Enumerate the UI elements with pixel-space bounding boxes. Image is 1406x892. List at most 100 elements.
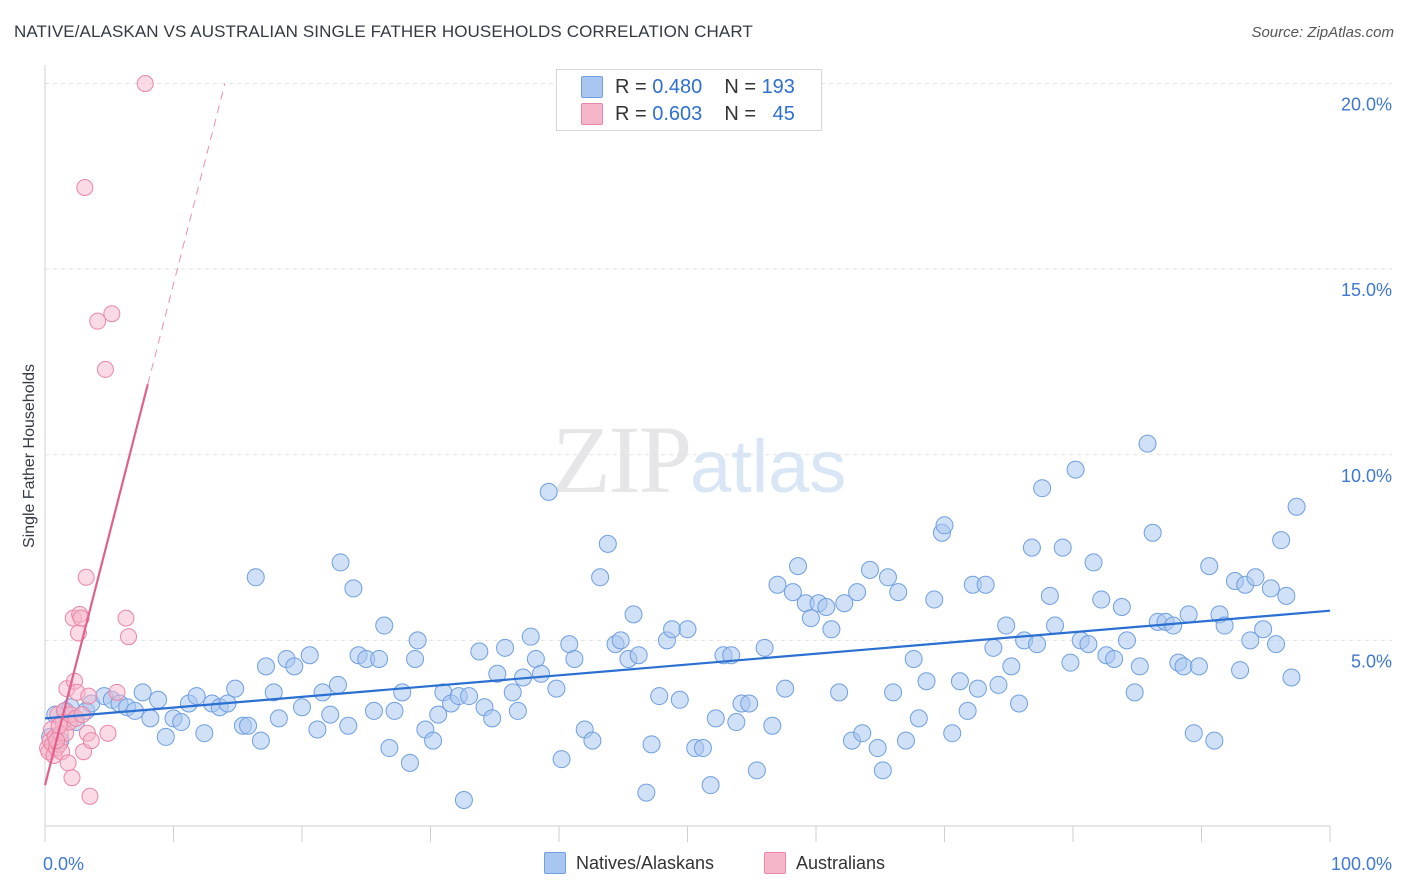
data-point-natives [1022,538,1041,557]
data-point-natives [1184,724,1203,743]
data-point-natives [496,638,515,657]
data-point-natives [293,698,311,717]
data-point-australians [80,687,98,705]
data-point-natives [1130,657,1149,676]
data-point-australians [96,360,114,378]
data-point-natives [868,739,887,758]
data-point-natives [1205,731,1224,750]
data-point-natives [1261,579,1280,598]
data-point-natives [508,701,527,720]
data-point-natives [958,701,977,720]
data-point-natives [1287,497,1306,516]
data-point-natives [141,709,160,728]
legend-item-natives[interactable]: Natives/Alaskans [544,852,714,874]
data-point-natives [375,616,394,635]
legend-r-value: 0.603 [652,102,703,125]
data-point-australians [76,179,94,197]
legend-row-australians: R = 0.603 N = 45 [581,101,795,127]
data-point-natives [835,594,854,613]
data-point-natives [226,679,245,698]
data-point-natives [873,761,892,780]
gridlines [45,83,1392,641]
data-point-natives [909,709,928,728]
data-point-natives [822,620,841,639]
data-point-natives [454,791,473,810]
data-point-australians [59,754,77,772]
data-point-natives [1246,568,1265,587]
legend-row-natives: R = 0.480 N = 193 [581,74,795,100]
data-point-australians [120,628,138,646]
data-point-natives [565,649,584,668]
legend-swatch-pink [764,852,786,874]
data-point-natives [747,761,766,780]
data-point-natives [598,534,617,553]
data-point-natives [917,672,936,691]
watermark-atlas: atlas [690,425,847,508]
data-point-natives [187,687,206,706]
data-point-natives [552,750,571,769]
data-point-natives [156,727,175,746]
data-point-natives [830,683,849,702]
legend-label-natives: Natives/Alaskans [576,852,715,873]
data-point-natives [976,575,995,594]
data-point-natives [331,553,350,572]
y-tick-label: 15.0% [1341,280,1392,300]
data-point-natives [1143,523,1162,542]
data-point-natives [344,579,363,598]
data-point-natives [1267,635,1286,654]
legend-n-value: 193 [761,75,795,98]
data-point-natives [968,679,987,698]
data-point-natives [801,609,820,628]
legend-item-australians[interactable]: Australians [764,852,885,874]
data-point-natives [701,776,720,795]
data-point-natives [693,739,712,758]
data-point-australians [99,724,117,742]
data-point-natives [853,724,872,743]
data-point-natives [251,731,270,750]
data-point-natives [678,620,697,639]
trend-lines [43,83,1331,786]
data-point-natives [460,687,479,706]
data-point-natives [776,679,795,698]
watermark: ZIPatlas [552,404,846,515]
data-point-natives [406,649,425,668]
data-point-natives [300,646,319,665]
data-point-natives [1125,683,1144,702]
data-point-natives [1061,653,1080,672]
chart-title: NATIVE/ALASKAN VS AUSTRALIAN SINGLE FATH… [14,22,753,41]
data-point-natives [1179,605,1198,624]
data-point-natives [1040,586,1059,605]
data-point-australians [136,75,154,93]
data-point-australians [63,769,81,787]
data-point-natives [670,690,689,709]
data-point-natives [884,683,903,702]
trend-line-natives [44,609,1331,720]
data-point-natives [1002,657,1021,676]
data-point-natives [488,664,507,683]
data-point-natives [133,683,152,702]
legend-label-australians: Australians [796,852,886,873]
data-point-australians [82,732,100,750]
data-point-natives [637,783,656,802]
data-point-natives [925,590,944,609]
data-point-natives [393,683,412,702]
data-point-natives [246,568,265,587]
data-point-natives [789,557,808,576]
data-point-natives [400,753,419,772]
data-point-natives [380,739,399,758]
data-point-natives [408,631,427,650]
data-point-natives [1092,590,1111,609]
data-point-natives [1079,635,1098,654]
data-point-natives [1066,460,1085,479]
data-point-natives [763,716,782,735]
data-point-natives [539,482,558,501]
y-tick-label: 10.0% [1341,466,1392,486]
legend-r-value: 0.480 [652,75,703,98]
data-point-natives [1174,657,1193,676]
legend-r-label: R = [615,102,647,125]
data-point-australians [89,312,107,330]
data-point-natives [364,701,383,720]
data-point-natives [308,720,327,739]
data-point-natives [783,583,802,602]
